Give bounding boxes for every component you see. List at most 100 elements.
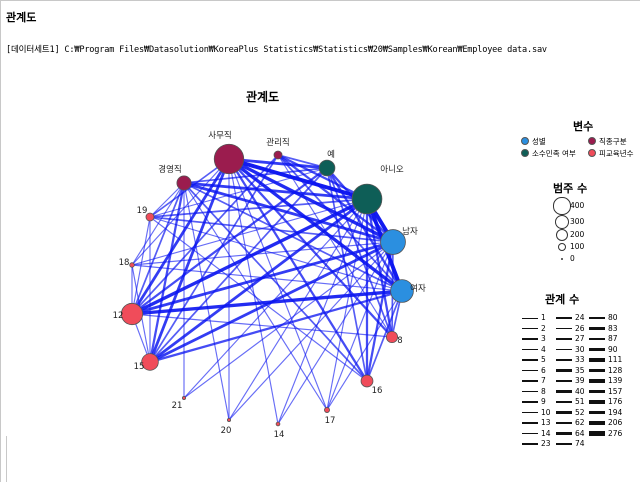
legend-link-line: [522, 338, 538, 340]
node-label: 8: [397, 336, 402, 346]
edge: [326, 290, 403, 411]
legend-variable-swatch: [521, 149, 529, 157]
legend-link-label: 5: [541, 355, 546, 364]
edge: [131, 158, 230, 266]
legend-link-line: [589, 410, 605, 415]
legend-link-line: [556, 317, 572, 319]
legend-link-line: [589, 348, 605, 351]
node-label: 12: [113, 311, 124, 321]
legend-variable-swatch: [588, 149, 596, 157]
legend-variable-label: 소수민족 여부: [532, 149, 576, 158]
node-아니오: [351, 183, 383, 215]
legend-link-label: 2: [541, 323, 546, 333]
page-title: 관계도: [6, 11, 37, 24]
edge: [228, 157, 394, 244]
edge: [228, 198, 368, 421]
legend-size-title: 범주 수: [553, 182, 588, 195]
legend-link-line: [522, 443, 538, 445]
edge: [149, 182, 185, 218]
node-20: [226, 417, 231, 422]
node-label: 예: [327, 149, 335, 160]
node-label: 여자: [410, 283, 426, 294]
edge: [183, 241, 394, 399]
legend-size-label: 300: [570, 217, 585, 226]
edge: [228, 157, 368, 201]
edge: [148, 182, 186, 363]
edge: [277, 153, 368, 201]
legend-link-line: [522, 432, 538, 435]
edge: [149, 216, 403, 292]
chart-title: 관계도: [246, 90, 280, 104]
legend-link-label: 10: [541, 407, 551, 417]
legend-link-label: 111: [608, 355, 623, 364]
edge: [183, 167, 328, 184]
legend-link-line: [522, 380, 538, 382]
edge: [277, 154, 403, 292]
node-경영직: [176, 175, 192, 191]
legend-link-label: 128: [608, 365, 623, 375]
legend-link-label: 64: [575, 428, 585, 438]
legend-link-label: 206: [608, 418, 623, 427]
legend-link-label: 7: [541, 376, 546, 385]
legend-link-label: 87: [608, 334, 618, 343]
legend-link-label: 9: [541, 397, 546, 406]
legend-link-line: [556, 358, 572, 361]
legend-link-label: 4: [541, 344, 546, 354]
legend-link-line: [556, 369, 572, 372]
legend-variable-label: 성별: [532, 137, 546, 146]
legend-link-line: [522, 369, 538, 372]
left-rule: [6, 436, 7, 482]
legend-link-line: [556, 338, 572, 340]
edge: [149, 167, 328, 218]
legend-link-line: [522, 348, 538, 351]
node-관리직: [273, 150, 283, 160]
legend-link-line: [556, 379, 572, 383]
legend-link-label: 157: [608, 386, 623, 396]
node-label: 남자: [402, 227, 418, 237]
legend-link-line: [556, 421, 572, 425]
legend-link-label: 176: [608, 397, 623, 406]
node-14: [275, 421, 281, 427]
node-남자: [380, 229, 406, 255]
legend-link-line: [589, 327, 605, 330]
edge: [131, 154, 279, 315]
legend-link-line: [589, 368, 605, 373]
legend-variable-label: 피교육년수: [599, 149, 634, 158]
legend-size-circle: [557, 242, 567, 252]
legend-link-label: 39: [575, 376, 585, 385]
edge: [131, 197, 368, 316]
edge: [131, 289, 403, 316]
node-15: [141, 353, 159, 371]
edge: [228, 158, 279, 425]
legend-size-label: 0: [570, 254, 575, 263]
edge: [149, 216, 368, 382]
edge: [183, 182, 230, 421]
edge: [131, 241, 394, 266]
legend-link-label: 8: [541, 386, 546, 396]
legend-link-label: 90: [608, 344, 618, 354]
edge: [277, 154, 328, 169]
legend-size-circle: [553, 197, 571, 215]
legend-link-label: 276: [608, 428, 623, 438]
node-사무직: [213, 143, 245, 175]
legend-size-circle: [555, 228, 569, 242]
legend-link-line: [556, 327, 572, 330]
edge: [131, 167, 328, 315]
node-21: [181, 395, 186, 400]
legend-link-label: 83: [608, 323, 618, 333]
edge: [326, 167, 403, 292]
edge: [131, 313, 393, 338]
edge: [149, 198, 368, 218]
node-label: 15: [134, 362, 145, 372]
edge: [131, 182, 185, 315]
legend-variable-label: 직종구분: [599, 137, 627, 146]
node-예: [318, 159, 336, 177]
legend-link-label: 80: [608, 313, 618, 322]
legend-size-circle: [554, 214, 570, 230]
node-label: 아니오: [380, 164, 404, 175]
edge: [149, 216, 394, 243]
legend-link-line: [522, 390, 538, 393]
